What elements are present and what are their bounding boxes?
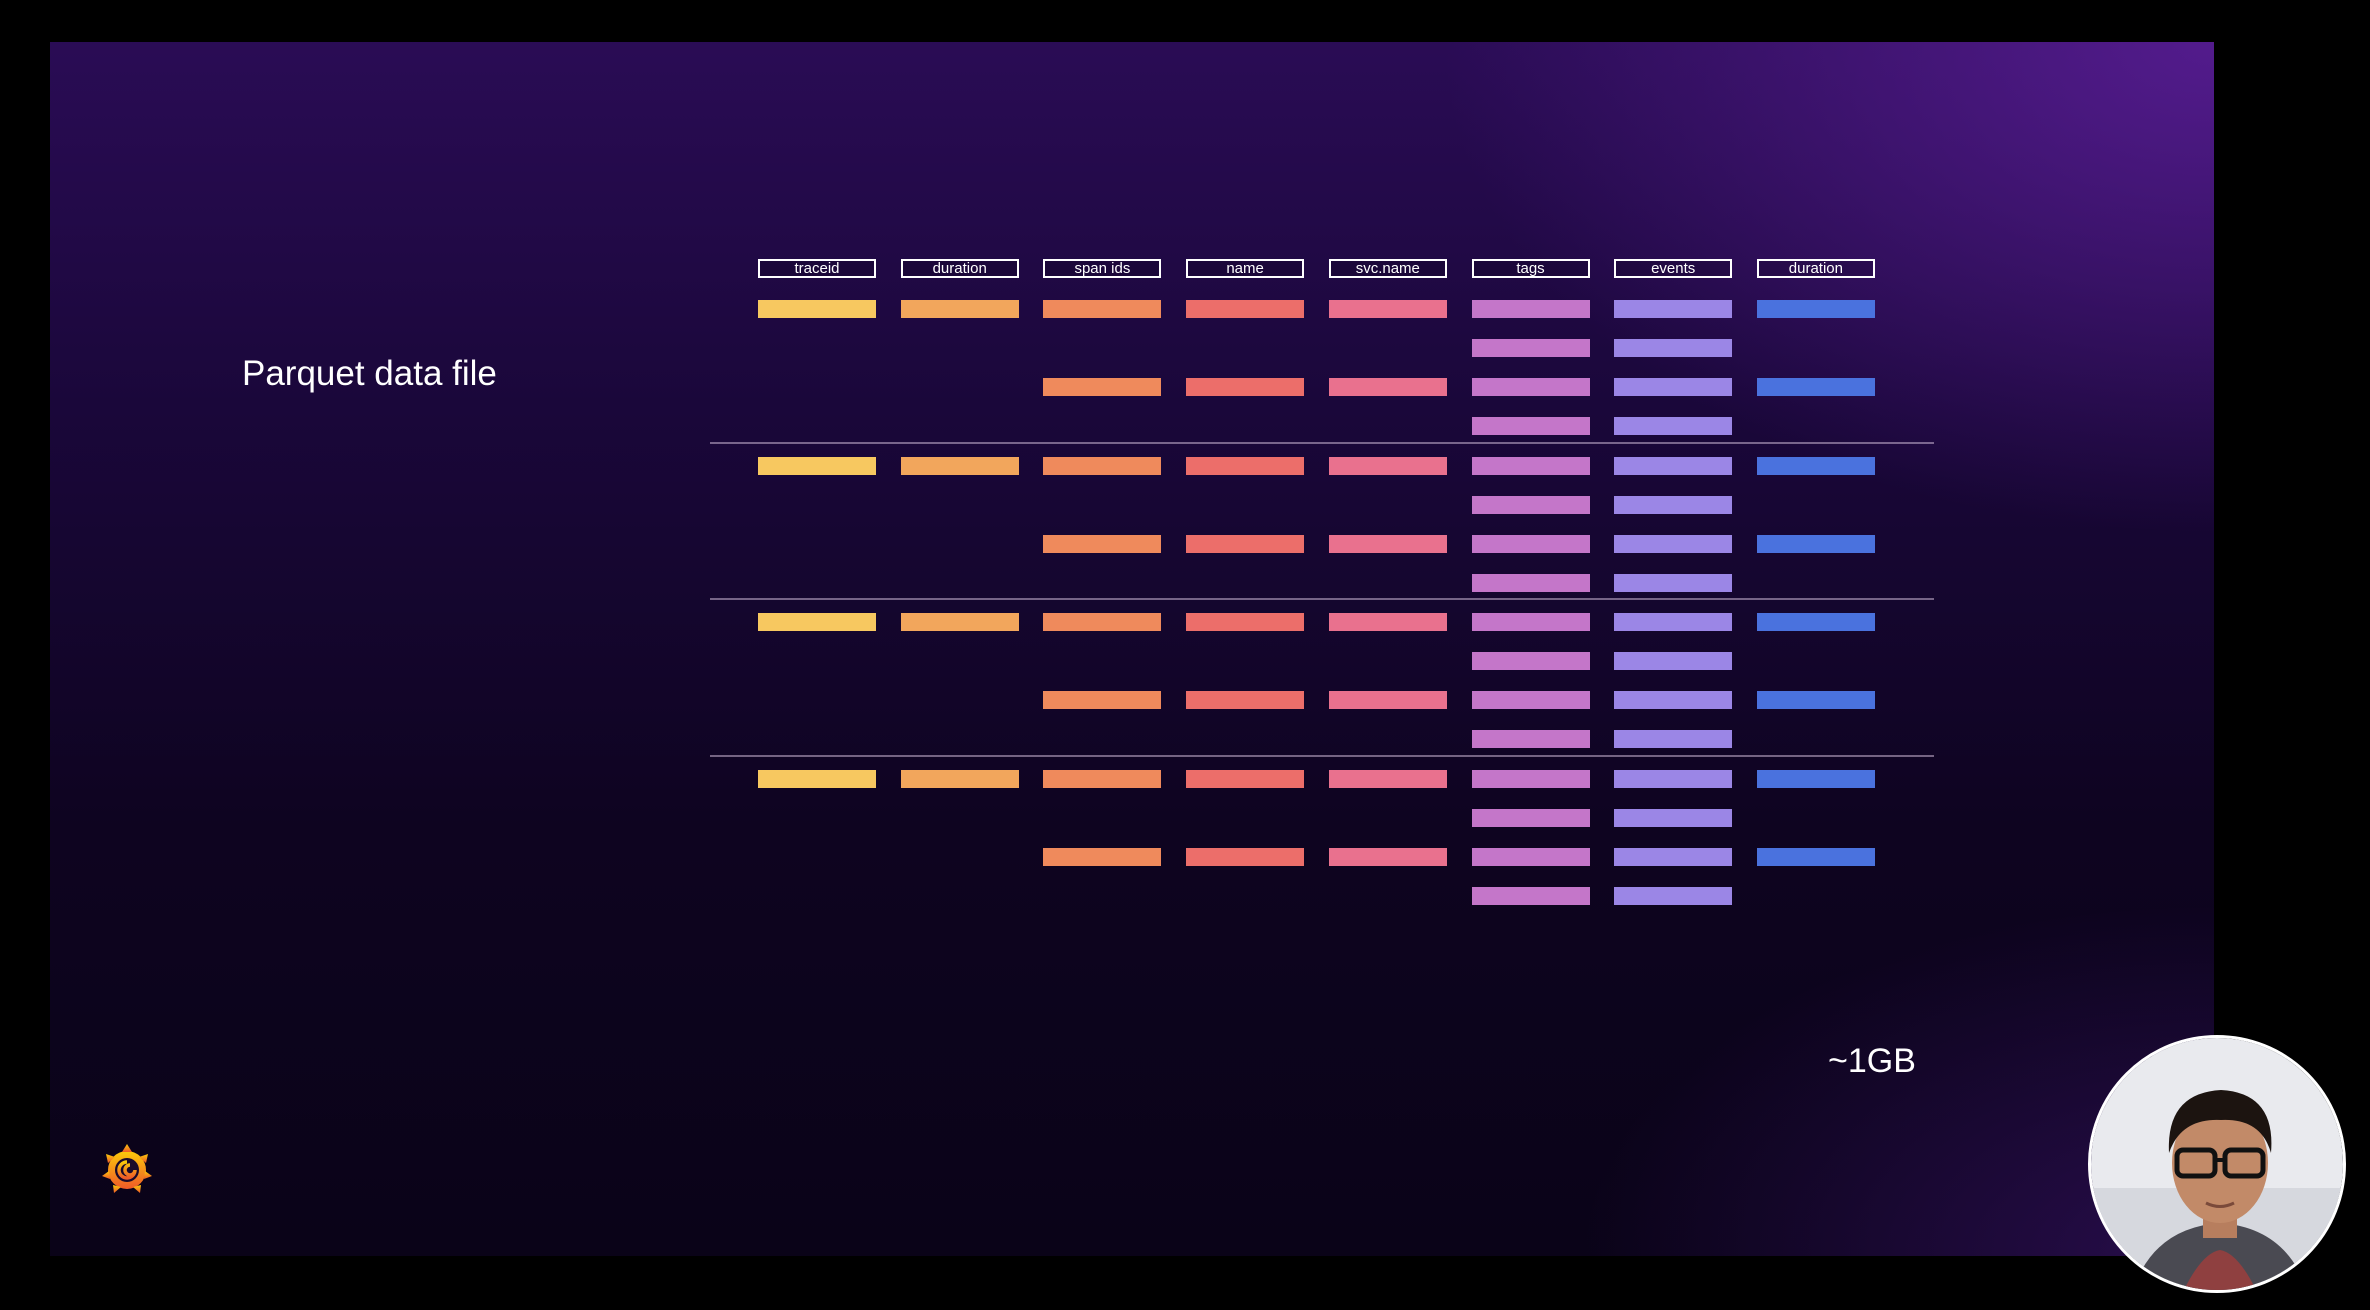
column-chunk-cell: [1471, 573, 1590, 592]
column-chunk-cell: [1471, 534, 1590, 553]
column-chunk-cell: [1614, 847, 1733, 866]
column-header: events: [1614, 259, 1733, 278]
column-chunk-cell: [1043, 769, 1162, 788]
row-group-divider: [710, 598, 1934, 600]
column-chunk-cell: [1756, 534, 1875, 553]
column-chunk-cell: [1614, 691, 1733, 709]
row-group-divider: [710, 754, 1934, 757]
column-chunk-cell: [1614, 652, 1733, 670]
column-chunk-cell: [1471, 300, 1590, 318]
column-chunk-cell: [1186, 613, 1305, 631]
slide-title: Parquet data file: [242, 354, 497, 393]
column-chunk-cell: [1043, 456, 1162, 475]
column-chunk-cell: [1328, 300, 1447, 318]
column-chunk-cell: [758, 613, 876, 631]
column-chunk-cell: [1614, 808, 1733, 827]
column-chunk-cell: [1614, 534, 1733, 553]
column-chunk-cell: [1328, 378, 1447, 396]
column-chunk-cell: [1328, 691, 1447, 709]
column-chunk-cell: [1614, 769, 1733, 788]
slide: Parquet data file traceid duration span id…: [50, 42, 2214, 1256]
column-chunk-cell: [758, 769, 876, 788]
column-chunk-cell: [1186, 378, 1305, 396]
column-chunk-cell: [1328, 456, 1447, 475]
column-chunk-cell: [1186, 300, 1305, 318]
column-chunk-cell: [1186, 456, 1305, 475]
column-chunk-cell: [1756, 691, 1875, 709]
column-header: name: [1186, 259, 1305, 278]
column-chunk-cell: [1614, 300, 1733, 318]
column-chunk-cell: [1186, 691, 1305, 709]
column-chunk-cell: [1756, 769, 1875, 788]
column-chunk-cell: [1614, 456, 1733, 475]
column-header: duration: [900, 259, 1019, 278]
column-chunk-cell: [900, 769, 1019, 788]
column-chunk-cell: [900, 613, 1019, 631]
column-chunk-cell: [1043, 847, 1162, 866]
column-chunk-cell: [1043, 534, 1162, 553]
column-chunk-cell: [1043, 300, 1162, 318]
column-chunk-cell: [1471, 691, 1590, 709]
column-header: traceid: [758, 259, 876, 278]
column-chunk-cell: [1614, 730, 1733, 748]
column-chunk-cell: [1186, 847, 1305, 866]
column-chunk-cell: [1471, 769, 1590, 788]
column-chunk-cell: [1614, 613, 1733, 631]
column-chunk-cell: [900, 300, 1019, 318]
column-chunk-cell: [758, 300, 876, 318]
presenter-webcam-icon: [2088, 1035, 2346, 1293]
column-chunk-cell: [900, 456, 1019, 475]
column-chunk-cell: [1471, 652, 1590, 670]
column-chunk-cell: [1471, 808, 1590, 827]
column-chunk-cell: [1614, 495, 1733, 514]
column-chunk-cell: [1471, 730, 1590, 748]
column-header: tags: [1471, 259, 1590, 278]
column-chunk-cell: [1614, 378, 1733, 396]
grafana-logo-icon: [102, 1144, 152, 1193]
column-chunk-cell: [1471, 495, 1590, 514]
row-group-divider: [710, 441, 1934, 444]
column-chunk-cell: [1043, 613, 1162, 631]
column-chunk-cell: [1471, 417, 1590, 435]
column-header: duration: [1756, 259, 1875, 278]
column-chunk-cell: [1328, 769, 1447, 788]
column-chunk-cell: [1756, 847, 1875, 866]
column-chunk-cell: [1328, 534, 1447, 553]
column-chunk-cell: [1471, 339, 1590, 357]
column-chunk-cell: [1186, 769, 1305, 788]
column-chunk-cell: [1043, 691, 1162, 709]
column-chunk-cell: [1756, 300, 1875, 318]
column-chunk-cell: [1756, 456, 1875, 475]
column-chunk-cell: [1186, 534, 1305, 553]
column-chunk-cell: [1471, 456, 1590, 475]
column-header: span ids: [1043, 259, 1162, 278]
column-chunk-cell: [758, 456, 876, 475]
parquet-columns-diagram: traceid duration span ids name svc.name tags e…: [50, 42, 2214, 1256]
column-chunk-cell: [1328, 613, 1447, 631]
column-chunk-cell: [1471, 378, 1590, 396]
column-header: svc.name: [1328, 259, 1447, 278]
column-chunk-cell: [1614, 573, 1733, 592]
column-chunk-cell: [1756, 613, 1875, 631]
column-chunk-cell: [1614, 417, 1733, 435]
column-chunk-cell: [1471, 613, 1590, 631]
file-size-label: ~1GB: [1828, 1042, 1916, 1080]
column-chunk-cell: [1471, 886, 1590, 905]
column-chunk-cell: [1614, 886, 1733, 905]
column-chunk-cell: [1614, 339, 1733, 357]
column-chunk-cell: [1756, 378, 1875, 396]
column-chunk-cell: [1328, 847, 1447, 866]
column-chunk-cell: [1043, 378, 1162, 396]
column-chunk-cell: [1471, 847, 1590, 866]
